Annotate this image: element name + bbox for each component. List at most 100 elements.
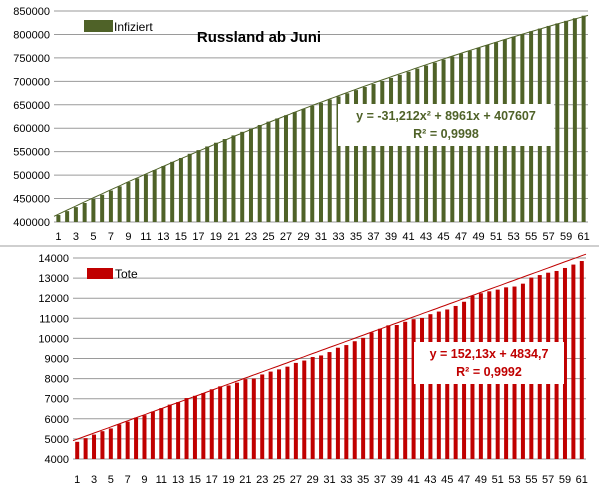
bar-day-24 [268,371,273,459]
x-tick-label: 35 [357,474,369,486]
x-tick-label: 29 [307,474,319,486]
x-tick-label: 31 [323,474,335,486]
bar-day-16 [201,392,206,459]
bar-day-36 [362,87,367,222]
bar-day-4 [100,431,105,459]
x-tick-label: 43 [420,231,432,243]
trendline-equation: y = -31,212x² + 8961x + 407607 [356,109,536,123]
bar-day-16 [187,153,192,222]
x-tick-label: 25 [262,231,274,243]
bar-day-26 [275,118,280,222]
bar-day-23 [260,374,265,459]
bar-day-6 [100,194,105,222]
x-tick-label: 59 [559,474,571,486]
bar-day-13 [176,402,181,459]
bar-day-60 [571,264,576,459]
x-tick-label: 53 [507,231,519,243]
y-tick-label: 14000 [38,253,69,265]
bar-day-10 [150,411,155,459]
bar-day-22 [251,378,256,459]
x-tick-label: 51 [490,231,502,243]
bar-day-7 [125,421,130,459]
bar-day-28 [292,112,297,222]
x-tick-label: 57 [542,231,554,243]
y-tick-label: 7000 [45,394,69,406]
bar-day-14 [170,161,175,222]
y-tick-label: 700000 [13,76,50,88]
bar-day-42 [420,317,425,459]
bar-day-21 [243,379,248,459]
bar-day-26 [285,366,290,459]
bar-day-39 [394,324,399,459]
bar-day-1 [56,215,61,222]
bar-day-33 [336,96,341,222]
bar-day-39 [389,77,394,222]
bar-day-7 [108,190,113,222]
bar-day-8 [134,417,139,459]
bar-day-9 [126,182,131,222]
bar-day-25 [266,121,271,222]
x-tick-label: 13 [172,474,184,486]
bar-day-37 [371,84,376,223]
x-tick-label: 23 [256,474,268,486]
trendline-equation: y = 152,13x + 4834,7 [430,347,549,361]
bar-day-41 [406,71,411,223]
bar-day-38 [386,325,391,459]
x-tick-label: 7 [108,231,114,243]
x-tick-label: 33 [332,231,344,243]
bar-day-28 [302,360,307,459]
x-tick-label: 7 [125,474,131,486]
y-tick-label: 850000 [13,6,50,18]
bar-day-41 [411,319,416,459]
y-tick-label: 8000 [45,374,69,386]
bar-day-35 [361,337,366,459]
x-tick-label: 5 [108,474,114,486]
bar-day-19 [213,142,218,222]
bar-day-45 [445,309,450,459]
x-tick-label: 29 [297,231,309,243]
x-tick-label: 3 [73,231,79,243]
x-tick-label: 3 [91,474,97,486]
y-tick-label: 4000 [45,454,69,466]
bar-day-29 [310,357,315,459]
x-tick-label: 47 [455,231,467,243]
x-tick-label: 17 [192,231,204,243]
bar-day-59 [562,267,567,459]
x-tick-label: 39 [385,231,397,243]
bar-day-27 [293,362,298,459]
y-tick-label: 650000 [13,100,50,112]
bar-day-24 [257,124,262,222]
x-tick-label: 45 [441,474,453,486]
x-tick-label: 11 [140,231,151,243]
bar-day-5 [91,198,96,222]
x-tick-label: 61 [577,231,589,243]
bar-day-30 [310,105,315,222]
legend-label-infiziert: Infiziert [114,20,153,34]
x-tick-label: 53 [508,474,520,486]
x-tick-label: 27 [280,231,292,243]
x-tick-label: 5 [90,231,96,243]
bar-day-8 [117,186,122,222]
x-tick-label: 1 [55,231,61,243]
y-tick-label: 11000 [39,313,69,325]
bar-day-44 [436,311,441,459]
x-tick-label: 15 [189,474,201,486]
bar-day-27 [283,115,288,222]
y-tick-label: 450000 [13,194,50,206]
trendline-r-squared: R² = 0,9998 [413,127,479,141]
x-tick-label: 55 [525,231,537,243]
trendline-label-box [338,104,554,146]
bar-day-10 [135,178,140,222]
x-tick-label: 45 [437,231,449,243]
trendline [72,253,587,442]
y-tick-label: 12000 [38,293,69,305]
bar-day-33 [344,345,349,459]
bar-day-34 [352,341,357,459]
bar-day-1 [75,441,80,459]
trendline-label-box [414,342,564,384]
bar-day-32 [327,99,332,222]
bar-day-18 [205,146,210,222]
y-tick-label: 9000 [45,354,69,366]
x-tick-label: 23 [245,231,257,243]
y-tick-label: 550000 [13,147,50,159]
